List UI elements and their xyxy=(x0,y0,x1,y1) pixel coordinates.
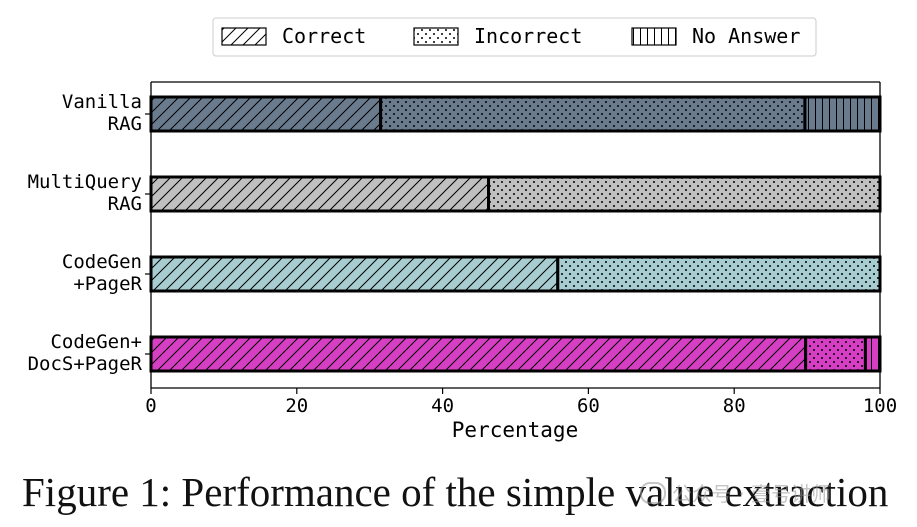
wechat-icon xyxy=(640,482,666,504)
bar-pattern-multiquery-rag-incorrect xyxy=(487,175,882,213)
bar-pattern-vanilla-rag-correct xyxy=(149,95,383,133)
x-tick-label: 80 xyxy=(723,395,746,417)
x-tick-label: 100 xyxy=(863,395,897,417)
y-tick-label: MultiQuery RAG xyxy=(28,171,142,215)
plot-area xyxy=(150,81,881,389)
legend-swatch-no-answer xyxy=(631,27,677,46)
x-axis-label: Percentage xyxy=(452,418,578,442)
legend-label-no-answer: No Answer xyxy=(692,24,800,48)
bar-pattern-codegen-pager-incorrect xyxy=(556,255,882,293)
x-tick-label: 0 xyxy=(145,395,156,417)
bar-pattern-codegen-pager-correct xyxy=(149,255,560,293)
x-tick-label: 20 xyxy=(285,395,308,417)
bar-pattern-codegen-docs-pager-correct xyxy=(149,335,808,373)
x-tick-label: 60 xyxy=(577,395,600,417)
legend-item-no-answer: No Answer xyxy=(631,24,800,48)
x-ticks: 0 20 40 60 80 100 xyxy=(145,388,897,417)
stacked-bar-chart: Correct Incorrect No Answer Vanilla RAG Mu… xyxy=(28,17,897,442)
legend-swatch-incorrect xyxy=(413,27,459,46)
legend-label-correct: Correct xyxy=(282,24,366,48)
x-tick-label: 40 xyxy=(431,395,454,417)
y-tick-label: CodeGen+ DocS+PageR xyxy=(28,331,143,375)
legend-swatch-correct xyxy=(221,27,267,46)
watermark: 公众号 · 壹号讲师 xyxy=(640,478,831,507)
y-tick-label: CodeGen +PageR xyxy=(62,251,143,295)
bar-pattern-codegen-docs-pager-no-answer xyxy=(863,335,882,373)
legend-label-incorrect: Incorrect xyxy=(474,24,582,48)
bar-pattern-multiquery-rag-correct xyxy=(149,175,491,213)
legend-item-correct: Correct xyxy=(221,24,366,48)
watermark-text: 公众号 · 壹号讲师 xyxy=(672,482,832,506)
y-tick-labels: Vanilla RAG MultiQuery RAG CodeGen +PageR Code… xyxy=(28,91,151,375)
figure-caption: Figure 1: Performance of the simple valu… xyxy=(22,469,889,515)
bar-pattern-codegen-docs-pager-incorrect xyxy=(804,335,867,373)
bar-pattern-vanilla-rag-incorrect xyxy=(379,95,807,133)
legend-item-incorrect: Incorrect xyxy=(413,24,582,48)
y-tick-label: Vanilla RAG xyxy=(62,91,142,135)
bars xyxy=(149,95,882,373)
bar-pattern-vanilla-rag-no-answer xyxy=(803,95,882,133)
legend: Correct Incorrect No Answer xyxy=(212,17,817,57)
